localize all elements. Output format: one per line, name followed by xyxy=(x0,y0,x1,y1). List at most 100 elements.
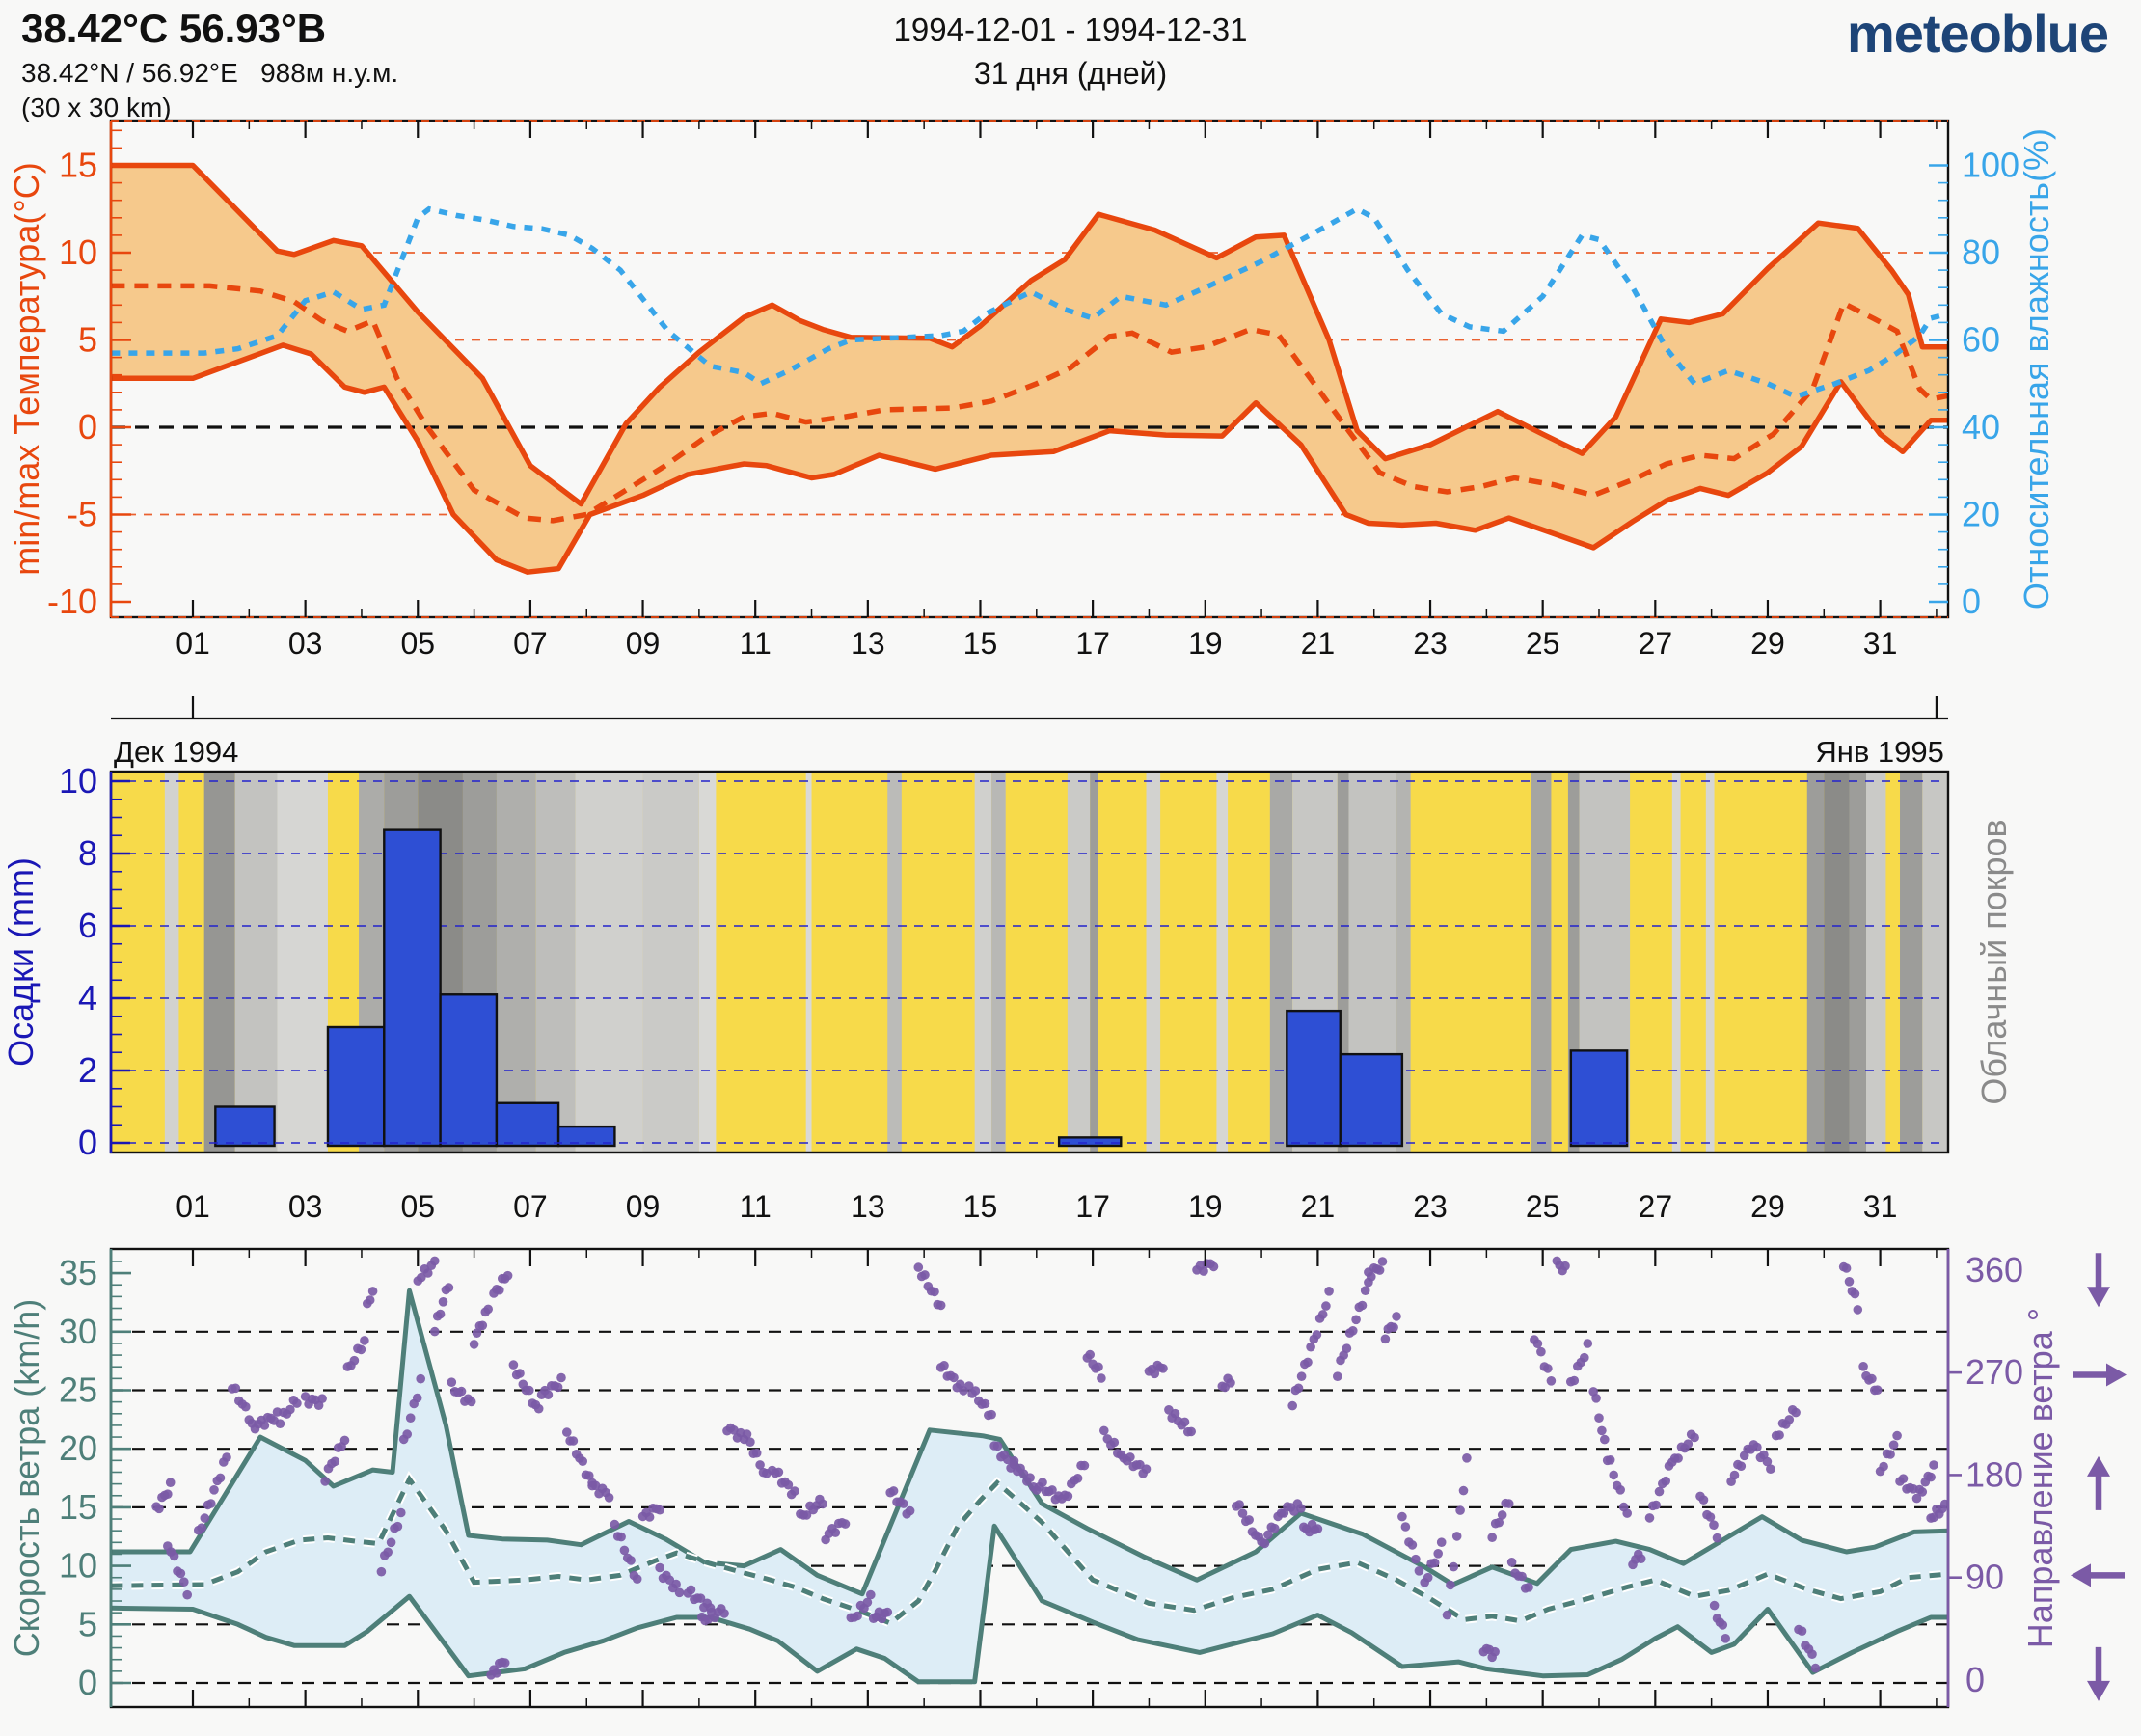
svg-text:360: 360 xyxy=(1965,1250,2023,1289)
svg-text:15: 15 xyxy=(963,626,998,661)
svg-text:5: 5 xyxy=(78,320,97,360)
svg-text:27: 27 xyxy=(1639,1189,1673,1224)
wind-speed-axis-label: Скорость ветра (km/h) xyxy=(7,1299,46,1658)
temperature-lines xyxy=(111,162,1948,575)
svg-text:6: 6 xyxy=(78,906,97,945)
wind-arrow-up-icon xyxy=(2087,1455,2110,1510)
precipitation-axis-label: Осадки (mm) xyxy=(1,857,41,1067)
precipitation-cloud-chart: 10 8 6 4 2 0 Осадки (mm) Облачный покров xyxy=(1,761,2014,1162)
svg-text:-5: -5 xyxy=(67,495,97,534)
svg-text:09: 09 xyxy=(626,1189,661,1224)
svg-text:15: 15 xyxy=(963,1189,998,1224)
svg-text:13: 13 xyxy=(851,1189,885,1224)
cloud-cover-axis-label: Облачный покров xyxy=(1974,819,2014,1104)
svg-text:03: 03 xyxy=(288,626,323,661)
svg-text:0: 0 xyxy=(78,407,97,447)
temperature-band xyxy=(111,165,1948,573)
svg-text:30: 30 xyxy=(59,1312,97,1351)
meteoblue-logo: meteoblue xyxy=(1846,3,2109,64)
day-axis-top-chart: 01 03 05 07 09 11 13 15 17 19 21 23 25 27 29 31 xyxy=(176,121,1938,661)
svg-text:23: 23 xyxy=(1413,626,1448,661)
temperature-axis: 15 10 5 0 -5 -10 xyxy=(47,129,131,621)
svg-text:90: 90 xyxy=(1965,1558,2004,1597)
wind-speed-axis: 35 30 25 20 15 10 5 0 xyxy=(59,1253,131,1702)
svg-text:25: 25 xyxy=(1526,1189,1560,1224)
header-location-block: 38.42°C 56.93°B 38.42°N / 56.92°E 988м н… xyxy=(21,6,398,123)
svg-text:21: 21 xyxy=(1301,1189,1336,1224)
svg-text:180: 180 xyxy=(1965,1454,2023,1494)
svg-text:5: 5 xyxy=(78,1604,97,1643)
svg-text:-10: -10 xyxy=(47,582,97,621)
wind-arrow-left-icon xyxy=(2071,1563,2125,1587)
humidity-axis-label: Относительная влажность(%) xyxy=(2017,128,2056,610)
svg-text:05: 05 xyxy=(400,1189,435,1224)
svg-text:10: 10 xyxy=(59,232,97,272)
svg-text:80: 80 xyxy=(1962,232,2000,272)
svg-text:100: 100 xyxy=(1962,146,2019,185)
min-wind-line xyxy=(111,1523,1948,1685)
svg-text:01: 01 xyxy=(176,1189,210,1224)
header-elevation: 988м н.у.м. xyxy=(260,58,399,88)
svg-text:11: 11 xyxy=(740,626,772,661)
precipitation-bar xyxy=(556,1125,616,1148)
precipitation-bar xyxy=(383,828,442,1148)
precipitation-bar xyxy=(439,993,499,1148)
svg-text:19: 19 xyxy=(1188,626,1223,661)
day-axis-wind-chart xyxy=(191,1249,1938,1707)
header-resolution: (30 x 30 km) xyxy=(21,93,172,122)
svg-text:20: 20 xyxy=(59,1428,97,1468)
svg-text:60: 60 xyxy=(1962,320,2000,360)
svg-text:0: 0 xyxy=(1962,582,1981,621)
max-temperature-line xyxy=(111,162,1948,507)
svg-text:35: 35 xyxy=(59,1253,97,1292)
svg-text:21: 21 xyxy=(1301,626,1336,661)
svg-text:0: 0 xyxy=(78,1123,97,1162)
precipitation-bar xyxy=(1286,1009,1342,1148)
wind-direction-arrows xyxy=(2071,1253,2127,1701)
svg-text:23: 23 xyxy=(1413,1189,1448,1224)
svg-text:4: 4 xyxy=(78,978,97,1017)
svg-text:07: 07 xyxy=(513,626,548,661)
month-label-left: Дек 1994 xyxy=(114,735,238,769)
svg-text:0: 0 xyxy=(78,1663,97,1702)
mean-wind-line xyxy=(111,1474,1948,1626)
humidity-axis: 100 80 60 40 20 0 xyxy=(1929,146,2019,621)
wind-direction-axis: 360 270 180 90 0 xyxy=(1948,1250,2023,1699)
precipitation-axis: 10 8 6 4 2 0 xyxy=(59,761,130,1162)
day-axis-middle-labels: 01 03 05 07 09 11 13 15 17 19 21 23 25 27 29 31 xyxy=(176,1189,1897,1224)
wind-arrow-right-icon xyxy=(2073,1363,2127,1387)
svg-text:0: 0 xyxy=(1965,1660,1985,1699)
svg-text:05: 05 xyxy=(400,626,435,661)
max-wind-line xyxy=(111,1288,1948,1597)
precipitation-bars xyxy=(214,828,1629,1148)
header-days-count: 31 дня (дней) xyxy=(973,56,1168,91)
svg-text:31: 31 xyxy=(1863,626,1898,661)
svg-text:25: 25 xyxy=(59,1370,97,1410)
svg-text:03: 03 xyxy=(288,1189,323,1224)
svg-text:13: 13 xyxy=(851,626,885,661)
precipitation-bar xyxy=(1339,1052,1404,1148)
wind-arrow-down-icon xyxy=(2087,1253,2110,1308)
precipitation-bar xyxy=(495,1101,560,1148)
wind-arrow-down-icon xyxy=(2087,1646,2110,1701)
page-title: 38.42°C 56.93°B xyxy=(21,6,327,51)
svg-text:40: 40 xyxy=(1962,407,2000,447)
wind-direction-dots xyxy=(151,1256,1948,1680)
precipitation-bar xyxy=(1569,1049,1629,1148)
svg-text:17: 17 xyxy=(1075,1189,1110,1224)
svg-text:25: 25 xyxy=(1526,626,1560,661)
mean-temperature-line xyxy=(111,283,1948,524)
month-axis: Дек 1994 Янв 1995 xyxy=(111,696,1948,769)
svg-text:29: 29 xyxy=(1750,1189,1785,1224)
precipitation-bar xyxy=(326,1025,386,1148)
precipitation-bar xyxy=(1057,1136,1123,1148)
svg-text:07: 07 xyxy=(513,1189,548,1224)
min-temperature-line xyxy=(111,342,1948,575)
header-period-block: 1994-12-01 - 1994-12-31 31 дня (дней) xyxy=(894,12,1248,92)
wind-direction-axis-label: Направление ветра ° xyxy=(2020,1308,2060,1648)
svg-text:01: 01 xyxy=(176,626,210,661)
svg-text:15: 15 xyxy=(59,1487,97,1527)
